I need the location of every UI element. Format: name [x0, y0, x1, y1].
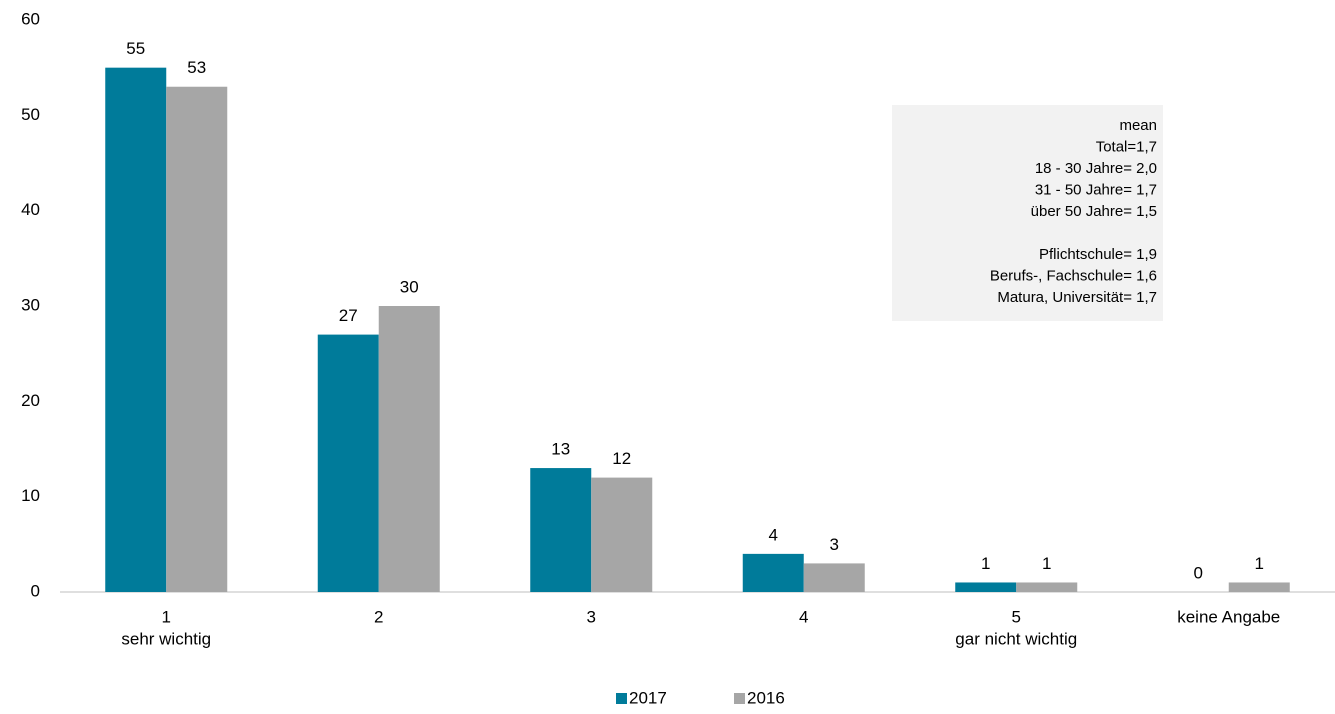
value-label: 1 [1255, 554, 1264, 573]
y-tick-label: 30 [21, 295, 40, 314]
bar [955, 582, 1017, 592]
value-label: 0 [1194, 563, 1203, 582]
x-tick-label: 3 [587, 607, 596, 626]
bar [742, 553, 804, 592]
value-label: 30 [400, 277, 419, 296]
annotation-line: über 50 Jahre= 1,5 [1031, 203, 1157, 220]
bar [378, 306, 440, 592]
bar [317, 334, 379, 592]
value-label: 13 [551, 440, 570, 459]
legend-swatch [734, 693, 745, 704]
bar [166, 86, 228, 592]
value-label: 27 [339, 306, 358, 325]
value-label: 55 [126, 39, 145, 58]
value-label: 53 [187, 58, 206, 77]
x-tick-label: 2 [374, 607, 383, 626]
annotation-box [892, 105, 1163, 321]
annotation-line: Matura, Universität= 1,7 [997, 289, 1157, 306]
x-tick-label: 5 [1012, 607, 1021, 626]
annotation-line: Berufs-, Fachschule= 1,6 [990, 267, 1157, 284]
x-tick-sublabel: sehr wichtig [121, 629, 211, 648]
value-label: 1 [1042, 554, 1051, 573]
bar [530, 468, 592, 592]
x-tick-label: 4 [799, 607, 808, 626]
x-tick-sublabel: gar nicht wichtig [955, 629, 1077, 648]
value-label: 3 [830, 535, 839, 554]
value-label: 12 [612, 449, 631, 468]
y-tick-label: 10 [21, 486, 40, 505]
x-tick-label: keine Angabe [1177, 607, 1280, 626]
y-tick-label: 40 [21, 200, 40, 219]
annotation-line: Total=1,7 [1096, 138, 1157, 155]
legend-label: 2016 [747, 688, 785, 707]
bar [803, 563, 865, 592]
y-tick-label: 60 [21, 9, 40, 28]
bar [1016, 582, 1078, 592]
bar [1228, 582, 1290, 592]
legend-swatch [616, 693, 627, 704]
value-label: 1 [981, 554, 990, 573]
x-tick-label: 1 [162, 607, 171, 626]
annotation-line: 31 - 50 Jahre= 1,7 [1035, 181, 1157, 198]
bar [591, 477, 653, 592]
annotation-line: Pflichtschule= 1,9 [1039, 246, 1157, 263]
bar [105, 67, 167, 592]
y-tick-label: 50 [21, 105, 40, 124]
y-tick-label: 0 [31, 581, 40, 600]
value-label: 4 [769, 525, 778, 544]
y-tick-label: 20 [21, 391, 40, 410]
annotation-line: mean [1119, 117, 1157, 134]
annotation-line: 18 - 30 Jahre= 2,0 [1035, 160, 1157, 177]
legend-label: 2017 [629, 688, 667, 707]
